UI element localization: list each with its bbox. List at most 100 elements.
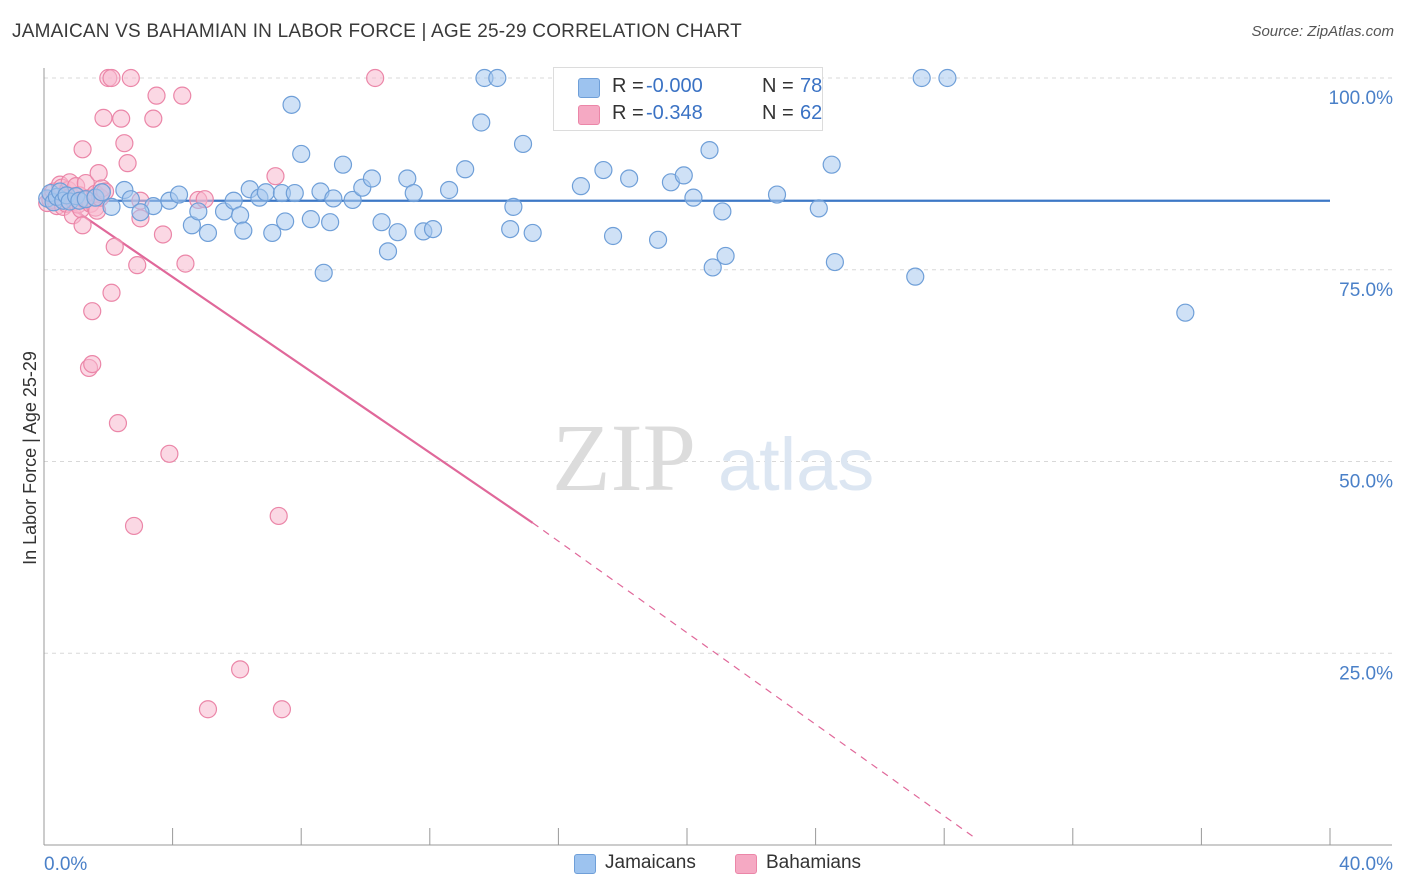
bahamians-point [153, 225, 173, 244]
jamaicans-point [333, 155, 353, 174]
jamaicans-point [404, 183, 423, 203]
y-axis-label: In Labor Force | Age 25-29 [20, 351, 40, 565]
bahamians-point [121, 68, 140, 88]
jamaicans-point [256, 183, 275, 202]
x-tick-label: 40.0% [1339, 854, 1393, 875]
jamaicans-point [388, 223, 407, 242]
bahamians-point [272, 700, 292, 719]
jamaicans-point [456, 160, 475, 179]
bahamians-point [73, 140, 92, 159]
y-tick-label: 75.0% [1339, 280, 1393, 301]
jamaicans-point [767, 185, 787, 204]
jamaicans-point [700, 140, 719, 160]
jamaicans-point [703, 258, 722, 277]
jamaicans-point [906, 267, 925, 286]
jamaicans-point [263, 223, 282, 243]
jamaicans-point [362, 169, 382, 188]
bahamians-point [83, 302, 102, 321]
y-tick-label: 25.0% [1339, 663, 1393, 684]
bahamians-point [89, 164, 108, 183]
bahamians-point [198, 700, 218, 719]
jamaicans-point [571, 177, 591, 196]
y-tick-labels: 100.0% 75.0% 50.0% 25.0% [1329, 88, 1394, 684]
bahamians-point [173, 86, 192, 105]
jamaicans-point [603, 226, 623, 246]
bahamians-point [102, 68, 121, 88]
jamaicans-point [189, 202, 208, 221]
bahamians-point [128, 256, 147, 275]
bahamians-point [83, 354, 102, 374]
bahamians-point [118, 154, 137, 173]
jamaicans-point [809, 199, 828, 218]
bahamians-point [160, 444, 179, 463]
jamaicans-point [912, 68, 931, 88]
jamaicans-point [488, 68, 507, 88]
jamaicans-point [620, 169, 639, 188]
n-label: N = [762, 102, 794, 124]
jamaicans-point [501, 219, 520, 239]
jamaicans-point [439, 180, 459, 200]
jamaicans-point [674, 166, 693, 185]
jamaicans-point [504, 197, 523, 216]
bahamians-point [94, 108, 113, 127]
jamaicans-point [472, 113, 491, 132]
gridlines [44, 77, 1392, 654]
jamaicans-point [825, 252, 844, 272]
jamaicans-point [282, 95, 301, 114]
jamaicans-point [1176, 303, 1195, 322]
x-tick-label: 0.0% [44, 854, 87, 875]
stats-legend: R = -0.000 N = 78 R = -0.348 N = 62 [553, 67, 823, 131]
bahamians-point [144, 109, 163, 128]
jamaicans-point [285, 183, 304, 203]
watermark-atlas: atlas [718, 423, 874, 506]
jamaicans-point [648, 230, 668, 249]
bahamians-point [115, 134, 134, 153]
trend-lines [43, 188, 1330, 840]
jamaicans-point [234, 221, 253, 240]
jamaicans-point [102, 197, 121, 216]
jamaicans-point [198, 223, 218, 243]
bahamians-point [108, 414, 128, 433]
jamaicans-point [276, 212, 295, 231]
jamaicans-point [314, 263, 333, 282]
jamaicans-point [594, 160, 613, 180]
legend-swatch-jamaicans [574, 854, 596, 874]
r-value: -0.000 [646, 75, 703, 97]
jamaicans-point [169, 185, 189, 204]
n-value: 62 [800, 102, 823, 124]
bahamians-point [105, 237, 124, 256]
watermark: ZIP atlas [552, 404, 874, 511]
legend-swatch-bahamians [735, 854, 757, 874]
n-label: N = [762, 75, 794, 97]
legend-swatch-bahamians [578, 105, 600, 125]
legend-swatch-jamaicans [578, 78, 600, 98]
r-label: R = [612, 102, 644, 124]
jamaicans-point [131, 203, 150, 222]
chart-title: JAMAICAN VS BAHAMIAN IN LABOR FORCE | AG… [12, 21, 742, 42]
jamaicans-point [513, 134, 533, 154]
jamaicans-point [301, 210, 320, 229]
bahamians-point [269, 506, 288, 526]
jamaicans-point [321, 213, 340, 232]
series-bahamians [38, 68, 385, 719]
jamaicans-point [343, 190, 362, 210]
bahamians-point [366, 68, 385, 88]
bahamians-point [112, 109, 131, 128]
jamaicans-point [231, 206, 250, 225]
jamaicans-point [684, 188, 703, 207]
jamaicans-point [324, 189, 343, 208]
y-tick-label: 100.0% [1329, 88, 1394, 109]
jamaicans-point [716, 246, 735, 266]
bahamians-point [147, 86, 166, 105]
bahamians-point [102, 283, 121, 302]
bahamians-point [176, 254, 195, 273]
watermark-zip: ZIP [552, 404, 696, 511]
r-label: R = [612, 75, 644, 97]
jamaicans-point [372, 213, 391, 232]
trend-line-bahamians-solid [43, 188, 534, 524]
trend-line-bahamians-dashed [532, 522, 977, 840]
bahamians-point [231, 660, 250, 679]
source-label: Source: ZipAtlas.com [1251, 23, 1394, 40]
axes [43, 68, 1392, 846]
x-tick-labels: 0.0% 40.0% [44, 854, 1393, 875]
